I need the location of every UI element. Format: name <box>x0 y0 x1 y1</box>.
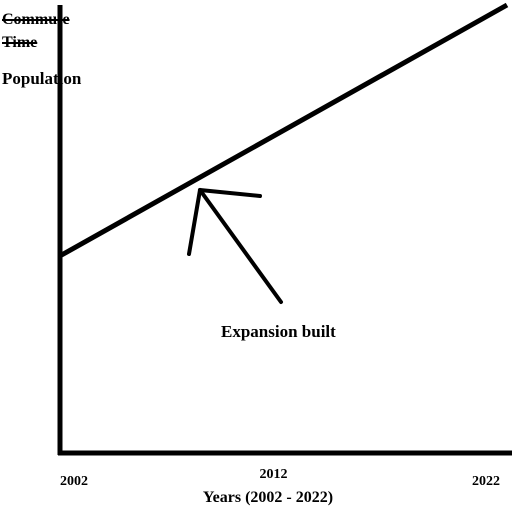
line <box>58 2 509 259</box>
annotation-arrow <box>187 188 283 304</box>
struck-label: Commute Time <box>2 11 70 51</box>
x-tick-label: 2012 <box>260 467 288 482</box>
x-tick-label: 2022 <box>472 474 500 489</box>
x-axis-label: Years (2002 - 2022) <box>203 489 333 506</box>
annotation: Expansion built <box>221 322 336 341</box>
y-axis-label: Population <box>2 69 82 88</box>
x-tick-label: 2002 <box>60 474 88 489</box>
